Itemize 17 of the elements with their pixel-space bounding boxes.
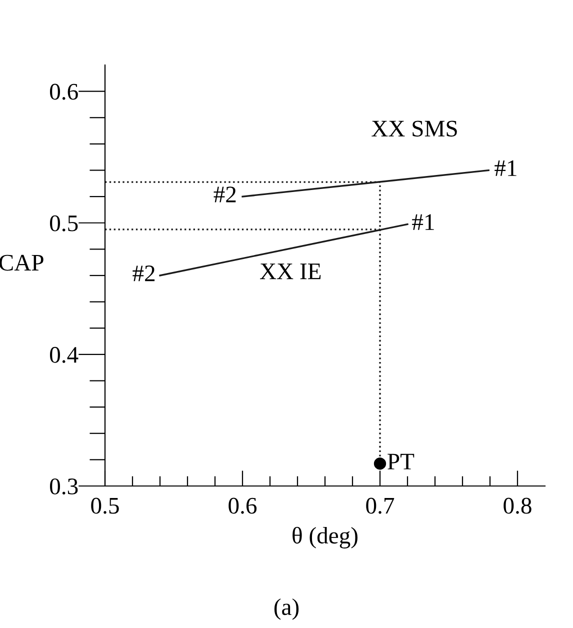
y-tick-label: 0.3 bbox=[50, 478, 78, 495]
annotation: XX SMS bbox=[372, 120, 457, 137]
annotation: #2 bbox=[132, 266, 155, 282]
text: (a) bbox=[274, 598, 299, 620]
annotation: #1 bbox=[494, 160, 516, 176]
x-axis-title: θ (deg) bbox=[292, 526, 358, 548]
annotation: PT bbox=[388, 454, 414, 470]
y-tick-label: 0.5 bbox=[50, 215, 78, 232]
annotation: #2 bbox=[214, 186, 236, 202]
y-tick-label: 0.4 bbox=[50, 346, 78, 363]
annotation: XX IE bbox=[260, 264, 321, 280]
annotation: #1 bbox=[412, 214, 434, 230]
x-tick-label: 0.8 bbox=[504, 498, 532, 514]
x-tick-label: 0.7 bbox=[366, 498, 394, 514]
y-tick-label: 0.6 bbox=[50, 84, 78, 100]
x-tick-label: 0.6 bbox=[228, 498, 257, 514]
x-tick-label: 0.5 bbox=[91, 498, 119, 514]
